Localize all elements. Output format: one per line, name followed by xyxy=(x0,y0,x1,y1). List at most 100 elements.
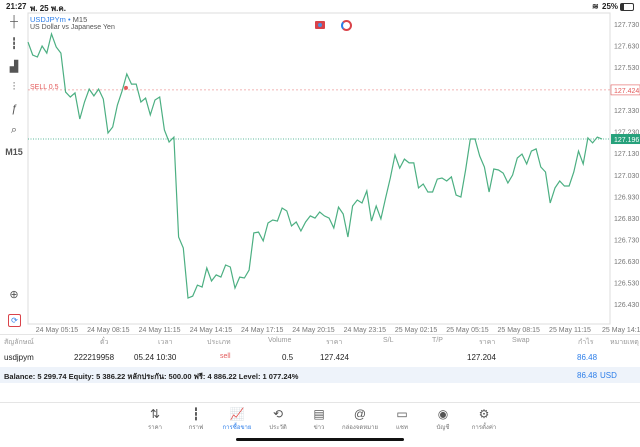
col-ticket: ตั๋ว xyxy=(100,339,109,346)
nav-item-8[interactable]: ⚙ การตั้งค่า xyxy=(462,406,506,432)
nav-label: ประวัติ xyxy=(269,425,287,431)
x-tick-label: 25 May 05:15 xyxy=(446,327,489,334)
wifi-icon: ≋ xyxy=(592,2,599,11)
x-tick-label: 25 May 11:15 xyxy=(549,327,591,334)
nav-item-4[interactable]: ▤ ข่าว xyxy=(297,406,341,432)
col-time: เวลา xyxy=(158,339,173,346)
x-tick-label: 24 May 20:15 xyxy=(292,327,335,334)
nav-label: แชท xyxy=(396,425,408,431)
current-price-label: 127.196 xyxy=(614,137,639,144)
y-tick-label: 127.130 xyxy=(614,151,639,158)
crosshair-icon[interactable]: ┼ xyxy=(10,16,18,28)
nav-label: การซื้อขาย xyxy=(222,425,252,431)
quotes-arrows-icon: ⇅ xyxy=(149,407,161,421)
cell-price: 127.204 xyxy=(467,353,496,362)
x-tick-label: 25 May 14:1 xyxy=(602,327,640,334)
x-tick-label: 24 May 08:15 xyxy=(87,327,130,334)
y-tick-label: 127.730 xyxy=(614,22,639,29)
y-tick-label: 126.830 xyxy=(614,216,639,223)
news-icon: ▤ xyxy=(313,407,325,421)
col-symbol: สัญลักษณ์ xyxy=(4,339,34,346)
divider xyxy=(0,402,640,403)
cell-type: sell xyxy=(220,353,231,360)
trade-signal-icon[interactable] xyxy=(341,20,352,31)
cell-volume: 0.5 xyxy=(282,353,294,362)
nav-item-7[interactable]: ◉ บัญชี xyxy=(421,406,465,432)
chart-candles-icon: ┇ xyxy=(192,407,200,421)
col-type: ประเภท xyxy=(207,339,231,346)
function-icon[interactable]: ƒ xyxy=(10,103,18,115)
price-series-line xyxy=(27,31,603,299)
currency: USD xyxy=(600,371,617,380)
x-tick-label: 24 May 11:15 xyxy=(139,327,181,334)
col-sl: S/L xyxy=(383,337,394,344)
position-row[interactable]: usdjpym 222219958 05.24 10:30 sell 0.5 1… xyxy=(0,349,640,365)
plot-frame xyxy=(27,12,611,325)
shapes-icon[interactable]: ⌕ xyxy=(10,124,18,136)
cell-open-price: 127.424 xyxy=(320,353,349,362)
nav-label: การตั้งค่า xyxy=(471,425,497,431)
y-tick-label: 126.630 xyxy=(614,259,639,266)
candlestick-icon[interactable]: ┇ xyxy=(10,38,18,50)
y-tick-label: 127.530 xyxy=(614,65,639,72)
chat-icon: ▭ xyxy=(396,407,408,421)
y-tick-label: 126.930 xyxy=(614,194,639,201)
current-price-tag xyxy=(611,134,640,145)
zoom-icon[interactable]: ⊕ xyxy=(9,289,19,301)
cell-profit: 86.48 xyxy=(577,353,598,362)
x-tick-label: 25 May 02:15 xyxy=(395,327,438,334)
col-tp: T/P xyxy=(432,337,443,344)
nav-label: ข่าว xyxy=(313,425,325,431)
nav-item-3[interactable]: ⟲ ประวัติ xyxy=(256,406,300,432)
nav-label: บัญชี xyxy=(436,425,450,431)
y-tick-label: 126.430 xyxy=(614,302,639,309)
mailbox-at-icon: @ xyxy=(353,407,367,421)
account-icon: ◉ xyxy=(437,407,449,421)
col-price: ราคา xyxy=(479,339,496,346)
history-icon: ⟲ xyxy=(272,407,284,421)
col-swap: Swap xyxy=(512,337,530,344)
status-time: 21:27 xyxy=(6,2,27,11)
nav-item-2[interactable]: 📈 การซื้อขาย xyxy=(215,406,259,432)
chart-symbol[interactable]: USDJPYm xyxy=(30,15,66,24)
col-note: หมายเหตุ xyxy=(610,339,639,346)
chart-separator: • xyxy=(67,15,71,24)
col-open-price: ราคา xyxy=(326,339,343,346)
logo-icon[interactable]: ⟳ xyxy=(8,314,21,327)
y-tick-label: 126.530 xyxy=(614,280,639,287)
trade-chart-icon: 📈 xyxy=(229,407,245,421)
status-date: พ. 25 พ.ค. xyxy=(30,4,66,13)
nav-item-6[interactable]: ▭ แชท xyxy=(380,406,424,432)
nav-label: กล่องจดหมาย xyxy=(341,425,379,431)
nav-item-5[interactable]: @ กล่องจดหมาย xyxy=(338,406,382,432)
cell-ticket: 222219958 xyxy=(74,353,115,362)
account-summary-bar: Balance: 5 299.74 Equity: 5 386.22 หลักป… xyxy=(0,367,640,383)
col-volume: Volume xyxy=(268,337,292,344)
total-profit: 86.48 xyxy=(577,371,598,380)
cell-symbol: usdjpym xyxy=(4,353,34,362)
x-tick-label: 24 May 14:15 xyxy=(190,327,233,334)
indicators-icon[interactable]: ⫶ xyxy=(12,81,16,93)
x-tick-label: 24 May 23:15 xyxy=(344,327,387,334)
price-chart[interactable]: 127.730127.630127.530127.330127.230127.1… xyxy=(0,0,640,335)
cell-time: 05.24 10:30 xyxy=(134,353,177,362)
battery-icon xyxy=(620,3,634,11)
col-profit: กำไร xyxy=(578,339,594,346)
sell-price-tag xyxy=(610,84,640,96)
timeframe-button[interactable]: M15 xyxy=(5,147,23,157)
nav-label: ราคา xyxy=(148,425,162,431)
nav-item-0[interactable]: ⇅ ราคา xyxy=(133,406,177,432)
y-tick-label: 127.630 xyxy=(614,44,639,51)
nav-label: กราฟ xyxy=(188,425,204,431)
chart-symbol-header: USDJPYm • M15 xyxy=(30,15,87,24)
sell-level-label: SELL 0.5 xyxy=(30,84,59,91)
nav-item-1[interactable]: ┇ กราฟ xyxy=(174,406,218,432)
x-tick-label: 24 May 05:15 xyxy=(36,327,79,334)
bar-chart-icon[interactable]: ▟ xyxy=(9,61,19,73)
x-tick-label: 24 May 17:15 xyxy=(241,327,284,334)
sell-entry-marker xyxy=(124,85,128,90)
home-indicator xyxy=(236,438,404,441)
y-tick-label: 127.030 xyxy=(614,173,639,180)
battery-percent: 25% xyxy=(602,2,619,11)
one-click-trading-icon[interactable] xyxy=(315,21,325,29)
